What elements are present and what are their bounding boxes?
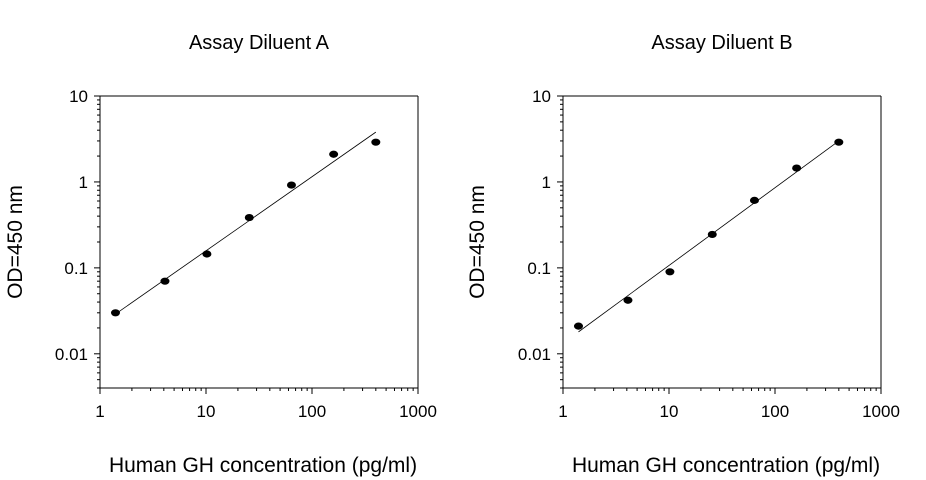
- data-point: [573, 322, 583, 330]
- y-tick-label: 10: [69, 87, 88, 106]
- y-tick-label: 1: [542, 173, 551, 192]
- data-point: [110, 309, 120, 317]
- y-tick-label: 0.1: [527, 259, 551, 278]
- chart-assay-diluent-a: Assay Diluent A Human GH concentration (…: [4, 32, 437, 477]
- data-point: [329, 150, 339, 158]
- y-tick-label: 10: [532, 87, 551, 106]
- data-point: [792, 164, 802, 172]
- x-axis-label: Human GH concentration (pg/ml): [109, 454, 417, 477]
- data-point: [202, 250, 212, 258]
- fit-line: [115, 131, 377, 315]
- x-tick-label: 10: [660, 402, 679, 421]
- chart-title: Assay Diluent B: [651, 32, 792, 54]
- data-point: [623, 296, 633, 304]
- data-point: [286, 181, 296, 189]
- x-tick-label: 1: [558, 402, 567, 421]
- y-tick-label: 0.01: [518, 345, 551, 364]
- x-axis-label: Human GH concentration (pg/ml): [572, 454, 880, 477]
- x-tick-label: 1000: [399, 402, 437, 421]
- data-point: [244, 213, 254, 222]
- x-tick-label: 1: [95, 402, 104, 421]
- y-axis-label: OD=450 nm: [466, 185, 489, 299]
- y-tick-label: 0.1: [64, 259, 88, 278]
- data-point: [160, 277, 170, 285]
- x-tick-label: 100: [298, 402, 326, 421]
- data-point: [707, 230, 717, 239]
- y-tick-label: 0.01: [55, 345, 88, 364]
- y-axis-label: OD=450 nm: [4, 185, 27, 299]
- data-point: [665, 268, 675, 276]
- chart-title: Assay Diluent A: [189, 32, 330, 54]
- data-point: [749, 196, 759, 204]
- x-tick-label: 100: [761, 402, 789, 421]
- y-tick-label: 1: [79, 173, 88, 192]
- x-tick-label: 10: [197, 402, 216, 421]
- x-tick-label: 1000: [862, 402, 900, 421]
- data-point: [371, 138, 381, 146]
- chart-assay-diluent-b: Assay Diluent B Human GH concentration (…: [466, 32, 900, 477]
- data-point: [834, 138, 844, 146]
